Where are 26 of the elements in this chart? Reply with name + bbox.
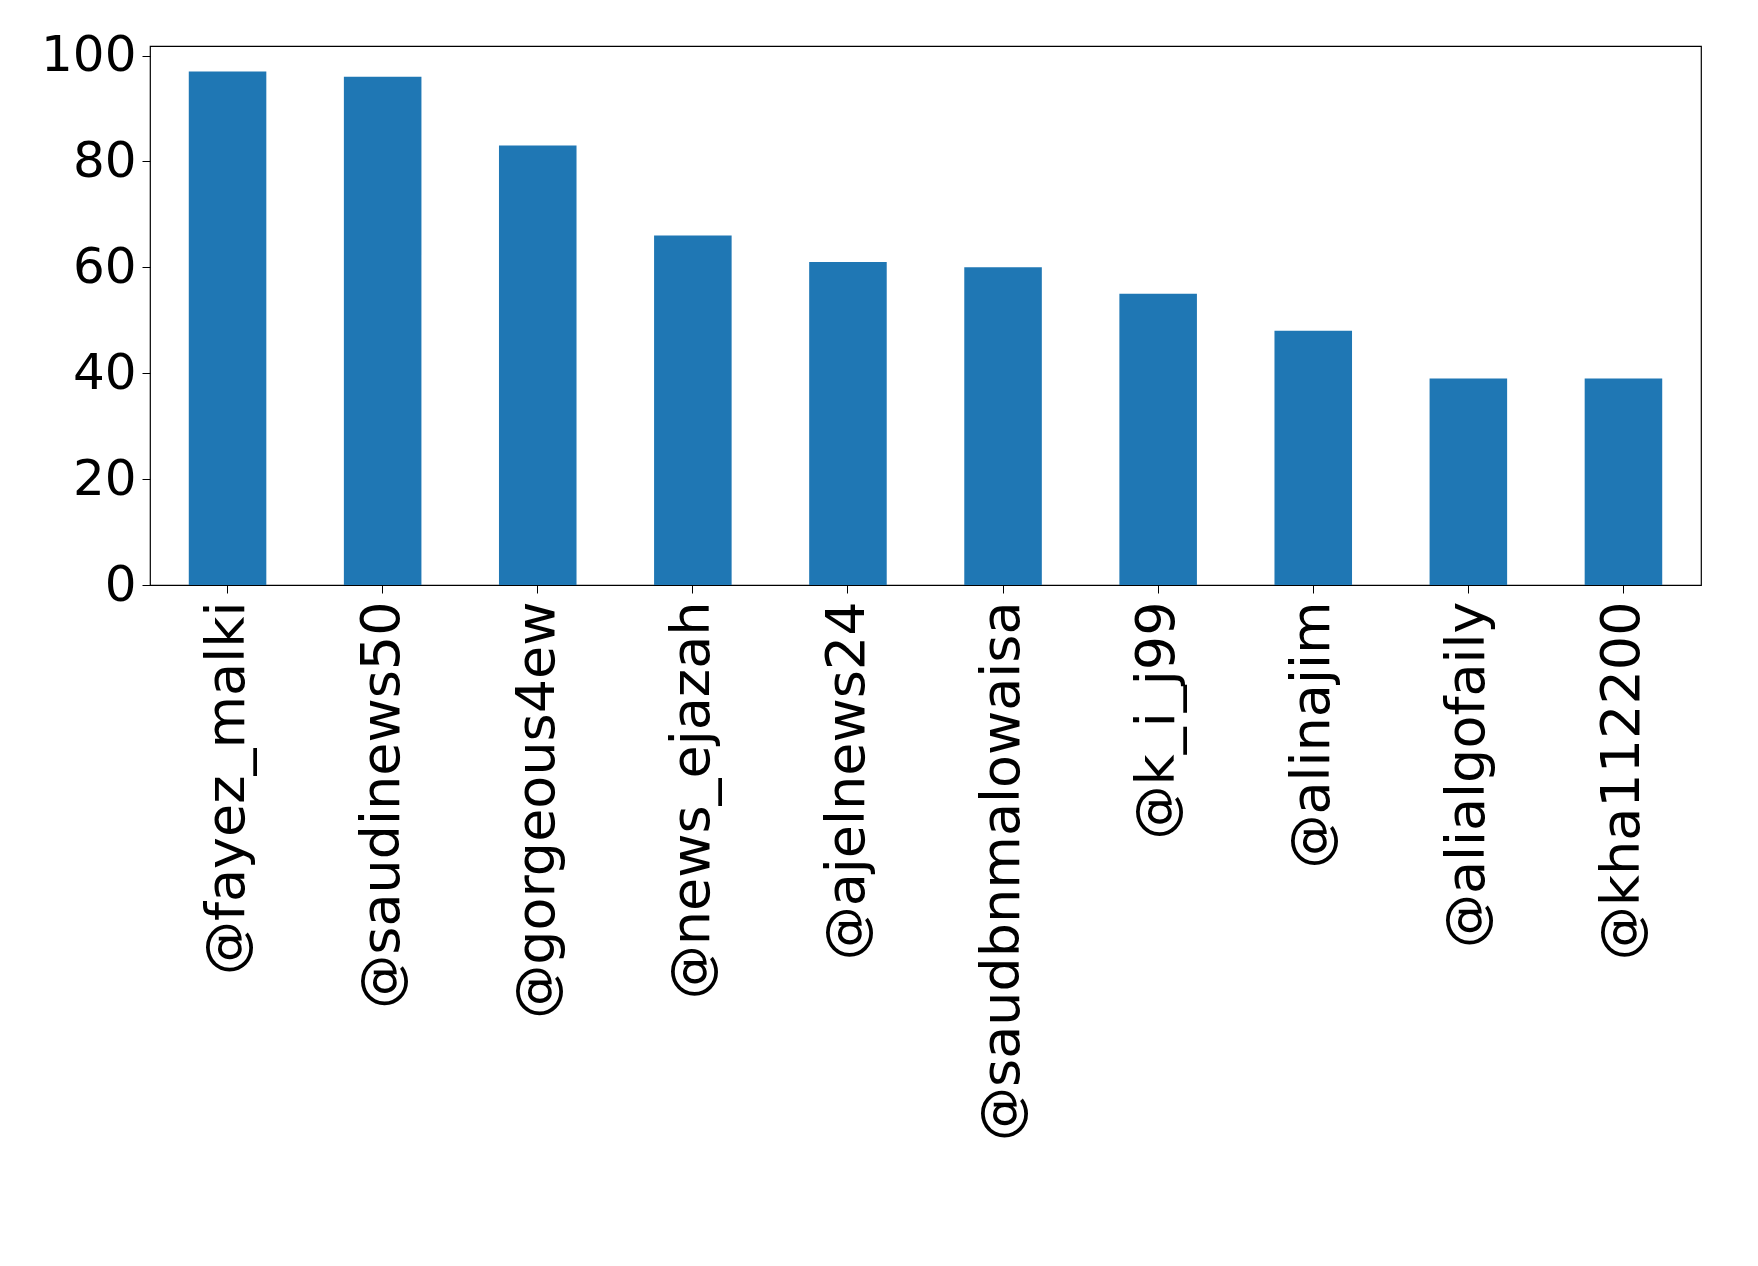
y-tick-label: 0: [104, 554, 137, 613]
bar: [343, 76, 422, 585]
x-tick-label: @kha112200: [1589, 601, 1653, 961]
bar: [654, 235, 732, 585]
y-tick-label: 80: [72, 130, 137, 189]
x-tick-label: @alialgofaily: [1434, 601, 1498, 949]
x-tick-label: @news_ejazah: [658, 601, 722, 1000]
y-tick-label: 40: [72, 342, 137, 401]
bar: [1584, 378, 1663, 585]
y-tick-label: 100: [41, 25, 137, 84]
y-tick-label: 60: [72, 236, 137, 295]
x-tick-label: @saudinews50: [348, 601, 412, 1009]
bar: [498, 145, 577, 585]
x-tick-label: @k_i_j99: [1124, 601, 1188, 840]
bar: [964, 267, 1042, 585]
bar: [1119, 293, 1197, 585]
y-tick-label: 20: [72, 448, 137, 507]
bar: [1274, 330, 1353, 585]
x-tick-label: @alinajim: [1279, 601, 1343, 869]
x-tick-label: @fayez_malki: [193, 601, 257, 976]
x-tick-label: @gorgeous4ew: [503, 601, 567, 1019]
x-tick-label: @ajelnews24: [813, 601, 877, 961]
bar: [1429, 378, 1508, 585]
x-tick-label: @saudbnmalowaisa: [969, 601, 1033, 1141]
bar: [188, 71, 267, 585]
bar: [809, 262, 887, 585]
